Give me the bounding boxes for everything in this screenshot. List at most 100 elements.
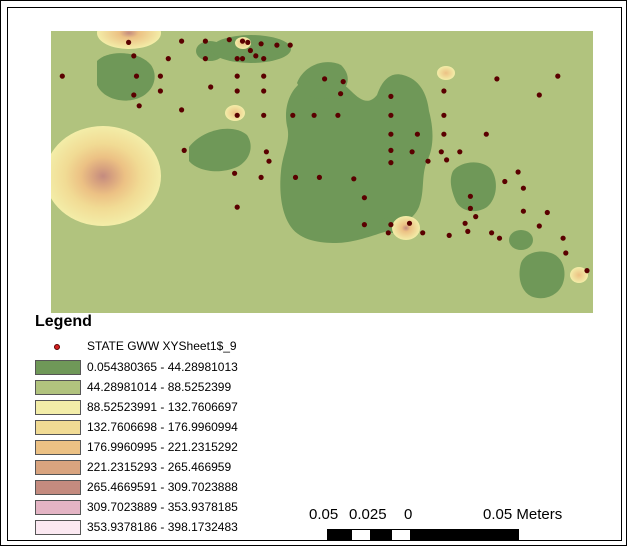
legend-class-label: 88.52523991 - 132.7606697 — [87, 400, 238, 414]
well-point — [234, 204, 240, 210]
scale-segment — [411, 529, 519, 541]
well-point — [388, 147, 394, 153]
legend-swatch — [35, 440, 81, 455]
well-point — [441, 131, 447, 137]
legend-swatch — [35, 460, 81, 475]
point-symbol-icon — [54, 344, 60, 350]
low-zone-blob-4 — [509, 230, 533, 250]
well-point — [361, 195, 367, 201]
well-point — [316, 174, 322, 180]
hotspot-small-1 — [225, 105, 245, 121]
well-point — [441, 88, 447, 94]
scale-label-zero: 0 — [404, 506, 413, 523]
legend-swatch — [35, 400, 81, 415]
well-point — [266, 158, 272, 164]
well-points — [59, 37, 590, 274]
legend-swatch — [35, 480, 81, 495]
well-point — [131, 53, 137, 59]
well-point — [425, 158, 431, 164]
well-point — [496, 235, 503, 241]
well-point — [234, 112, 240, 118]
scale-segment — [371, 529, 391, 541]
hotspot-west — [51, 126, 161, 226]
well-point — [234, 73, 240, 79]
well-point — [457, 149, 463, 155]
well-point — [515, 169, 521, 175]
low-zone-left — [189, 128, 251, 172]
well-point — [446, 232, 452, 238]
well-point — [261, 88, 267, 94]
well-point — [181, 147, 187, 153]
well-point — [444, 157, 450, 163]
well-point — [465, 228, 471, 234]
map-canvas[interactable] — [51, 31, 593, 313]
legend-class-label: 176.9960995 - 221.2315292 — [87, 440, 238, 454]
well-point — [467, 205, 473, 211]
legend-class-label: 265.4669591 - 309.7023888 — [87, 480, 238, 494]
legend-point-label: STATE GWW XYSheet1$_9 — [87, 339, 237, 353]
low-zones — [97, 35, 565, 299]
well-point — [292, 174, 299, 180]
well-point — [420, 230, 426, 236]
hotspot-small-3 — [570, 267, 588, 283]
legend-swatch — [35, 380, 81, 395]
well-point — [584, 268, 590, 274]
well-point — [473, 214, 479, 220]
well-point — [544, 209, 550, 216]
well-point — [462, 220, 468, 226]
legend-title: Legend — [35, 313, 92, 330]
well-point — [202, 38, 208, 44]
well-point — [239, 56, 246, 62]
well-point — [502, 178, 508, 185]
well-point — [239, 38, 246, 44]
low-zone-central — [280, 74, 433, 243]
legend-class-label: 44.28981014 - 88.5252399 — [87, 380, 232, 394]
well-point — [126, 39, 132, 45]
legend-class-label: 353.9378186 - 398.1732483 — [87, 520, 238, 534]
well-point — [274, 42, 280, 48]
well-point — [131, 92, 137, 98]
legend-swatch — [35, 500, 81, 515]
well-point — [208, 84, 214, 90]
well-point — [261, 112, 267, 118]
well-point — [467, 193, 473, 199]
well-point — [361, 222, 367, 228]
well-point — [335, 112, 341, 118]
well-point — [133, 73, 140, 79]
legend-swatch — [35, 360, 81, 375]
well-point — [157, 73, 163, 79]
well-point — [165, 56, 171, 62]
hotspot-small-2 — [437, 66, 455, 80]
legend-class-label: 0.054380365 - 44.28981013 — [87, 360, 238, 374]
scale-bar: 0.05 0.025 0 0.05 Meters — [301, 506, 591, 546]
well-point — [388, 160, 394, 166]
well-point — [563, 250, 569, 256]
well-point — [438, 149, 444, 155]
scale-segment — [351, 529, 371, 541]
well-point — [340, 79, 346, 85]
well-point — [388, 222, 394, 228]
low-zone-blob-2 — [305, 66, 341, 86]
well-point — [494, 76, 500, 82]
legend-class-label: 309.7023889 - 353.9378185 — [87, 500, 238, 514]
well-point — [287, 42, 293, 48]
low-zone-top-left — [97, 53, 155, 101]
low-zone-right-small — [450, 162, 496, 212]
legend-class-label: 132.7606698 - 176.9960994 — [87, 420, 238, 434]
well-point — [234, 88, 240, 94]
legend-swatch — [35, 420, 81, 435]
well-point — [261, 56, 267, 62]
well-point — [441, 112, 447, 118]
well-point — [520, 208, 526, 214]
well-point — [560, 235, 566, 241]
well-point — [388, 131, 394, 137]
legend-swatch — [35, 520, 81, 535]
well-point — [179, 107, 185, 113]
scale-segment — [391, 529, 411, 541]
well-point — [414, 131, 420, 137]
scale-label-left: 0.05 — [309, 506, 339, 523]
well-point — [388, 93, 394, 99]
scale-segment — [327, 529, 351, 541]
well-point — [202, 56, 208, 62]
scale-bar-segments — [327, 529, 519, 541]
